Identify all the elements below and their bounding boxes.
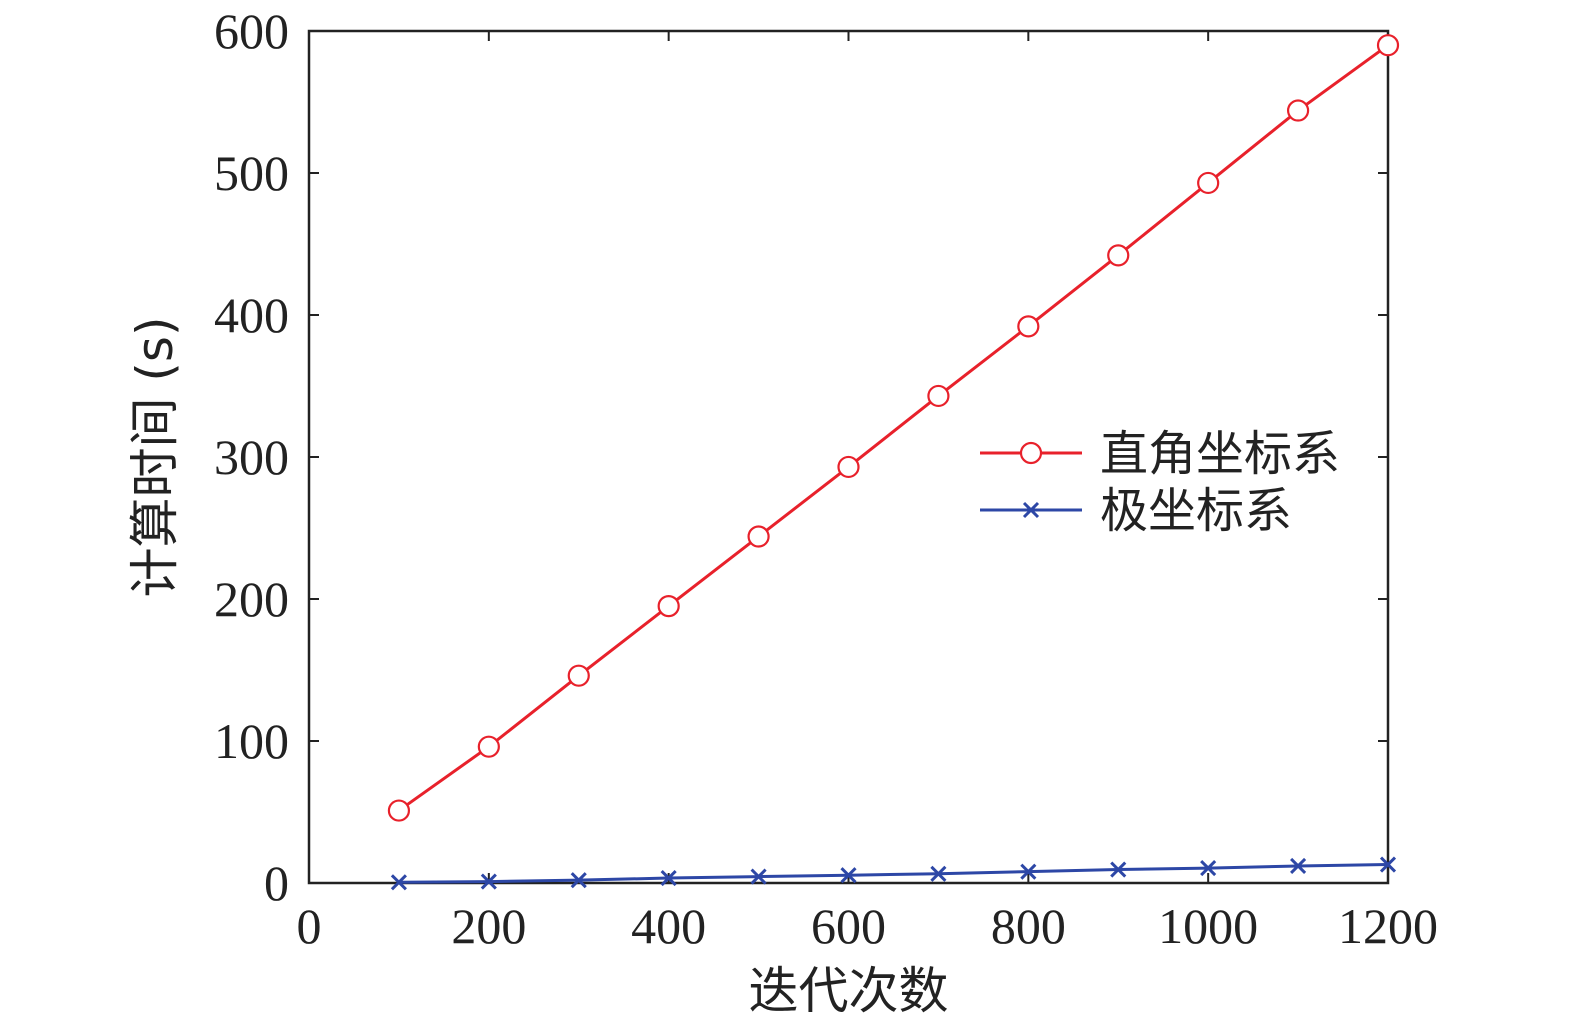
x-tick-label-1: 200 xyxy=(451,898,526,954)
series-1-point-3-b xyxy=(660,869,677,887)
series-0-point-4 xyxy=(747,525,770,548)
series-0-point-5 xyxy=(837,455,860,479)
legend-marker-0 xyxy=(1019,441,1043,465)
series-1-point-0 xyxy=(390,874,407,891)
x-axis-label: 迭代次数 xyxy=(749,962,949,1020)
x-tick-label-2: 400 xyxy=(631,898,706,954)
x-tick-label-0: 0 xyxy=(297,898,322,954)
series-1-point-6 xyxy=(930,865,947,882)
series-1-point-2 xyxy=(570,872,587,889)
series-1-point-10-b xyxy=(1290,857,1307,875)
legend-label-0: 直角坐标系 xyxy=(1100,426,1340,482)
series-0-point-7 xyxy=(1017,315,1040,338)
y-tick-label-2: 200 xyxy=(214,571,289,627)
series-1-point-3 xyxy=(660,869,677,887)
x-tick-label-4: 800 xyxy=(991,898,1066,954)
x-tick-label-6: 1200 xyxy=(1338,898,1438,954)
series-1-point-4 xyxy=(750,868,767,885)
series-1-point-11 xyxy=(1379,856,1397,873)
series-1-point-6-b xyxy=(930,865,947,882)
series-1-point-10 xyxy=(1290,857,1307,875)
series-1-point-7-b xyxy=(1020,863,1037,880)
series-1-point-9-b xyxy=(1200,860,1217,877)
series-1-point-11-b xyxy=(1379,856,1397,873)
y-tick-label-1: 100 xyxy=(214,713,289,769)
series-1-point-2-b xyxy=(570,872,587,889)
series-0-point-8 xyxy=(1107,244,1130,267)
series-1-point-1 xyxy=(480,873,497,890)
y-tick-label-0: 0 xyxy=(264,855,289,911)
y-tick-label-3: 300 xyxy=(214,429,289,485)
series-1-point-5-b xyxy=(840,867,857,884)
series-1-point-0-b xyxy=(390,874,407,891)
x-tick-label-5: 1000 xyxy=(1158,898,1258,954)
series-1-point-8 xyxy=(1110,861,1127,878)
series-0-point-1 xyxy=(477,735,500,758)
y-tick-label-6: 600 xyxy=(214,3,289,59)
legend-marker-1-b xyxy=(1022,501,1040,519)
y-axis-label: 计算时间 (s) xyxy=(126,317,184,598)
series-line-0 xyxy=(398,43,1389,812)
series-0-point-3 xyxy=(657,594,680,618)
series-1-point-5 xyxy=(840,867,857,884)
y-tick-label-4: 400 xyxy=(214,287,289,343)
series-0-point-10 xyxy=(1286,99,1310,122)
series-0-point-11 xyxy=(1376,34,1400,57)
y-tick-label-5: 500 xyxy=(214,145,289,201)
series-1-point-8-b xyxy=(1110,861,1127,878)
x-tick-label-3: 600 xyxy=(811,898,886,954)
series-1-point-7 xyxy=(1020,863,1037,880)
legend-marker-1 xyxy=(1022,501,1040,519)
series-0-point-2 xyxy=(567,664,590,687)
series-0-point-0 xyxy=(387,799,411,822)
series-0-point-9 xyxy=(1197,171,1220,195)
series-0-point-6 xyxy=(927,384,950,408)
series-line-1 xyxy=(398,863,1389,884)
plot-area: 0 200 400 600 800 1000 1200 0 100 200 300 400 500 600 xyxy=(214,3,1438,954)
series-1-point-1-b xyxy=(480,873,497,890)
series-1-point-9 xyxy=(1200,860,1217,877)
legend-label-1: 极坐标系 xyxy=(1100,483,1292,539)
series-1-point-4-b xyxy=(750,868,767,885)
